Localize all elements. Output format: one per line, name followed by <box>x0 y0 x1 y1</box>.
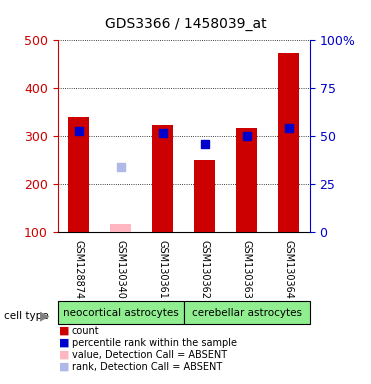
Text: GDS3366 / 1458039_at: GDS3366 / 1458039_at <box>105 17 266 31</box>
Bar <box>194 161 215 232</box>
Text: percentile rank within the sample: percentile rank within the sample <box>72 338 237 348</box>
Text: GSM130340: GSM130340 <box>116 240 125 298</box>
Bar <box>68 117 89 232</box>
Text: GSM130362: GSM130362 <box>200 240 210 299</box>
Bar <box>152 125 173 232</box>
Text: count: count <box>72 326 99 336</box>
Text: value, Detection Call = ABSENT: value, Detection Call = ABSENT <box>72 350 227 360</box>
Text: ■: ■ <box>59 338 69 348</box>
Text: GSM130363: GSM130363 <box>242 240 252 298</box>
Bar <box>278 53 299 232</box>
Text: cerebellar astrocytes: cerebellar astrocytes <box>192 308 302 318</box>
Bar <box>236 128 257 232</box>
Text: GSM130361: GSM130361 <box>158 240 168 298</box>
Bar <box>110 223 131 232</box>
Text: ▶: ▶ <box>40 309 50 322</box>
Text: GSM130364: GSM130364 <box>284 240 294 298</box>
Bar <box>58 301 184 324</box>
Text: rank, Detection Call = ABSENT: rank, Detection Call = ABSENT <box>72 362 222 372</box>
Text: ■: ■ <box>59 362 69 372</box>
Text: ■: ■ <box>59 326 69 336</box>
Text: cell type: cell type <box>4 311 48 321</box>
Text: GSM128874: GSM128874 <box>73 240 83 299</box>
Text: neocortical astrocytes: neocortical astrocytes <box>63 308 178 318</box>
Text: ■: ■ <box>59 350 69 360</box>
Bar <box>184 301 310 324</box>
